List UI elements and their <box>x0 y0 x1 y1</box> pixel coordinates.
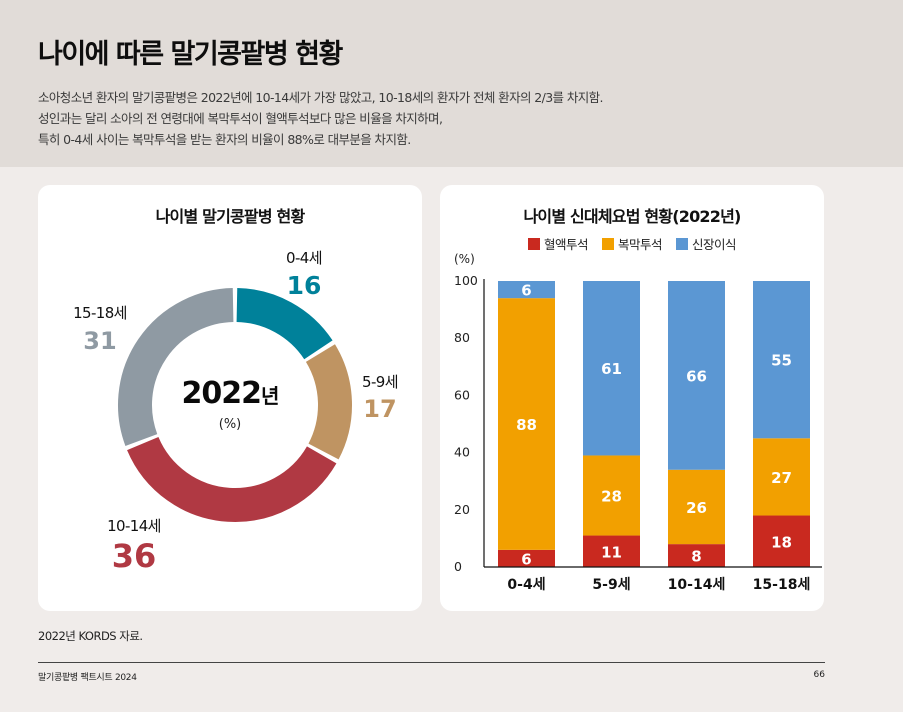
legend-swatch-kidney-transplant <box>676 237 688 250</box>
bar-segment <box>753 438 810 516</box>
legend-label: 혈액투석 <box>543 237 589 252</box>
bar-segment <box>583 535 640 567</box>
page-title: 나이에 따른 말기콩팥병 현황 <box>38 39 343 70</box>
legend-swatch-hemodialysis <box>527 237 540 250</box>
donut-chart-card: 나이별 말기콩팥병 현황 0-4세 16 5-9세 17 10-14세 36 1… <box>38 185 422 611</box>
legend-item-hemodialysis: 혈액투석 <box>527 234 589 253</box>
donut-slice-10-14 <box>127 436 337 522</box>
footer-divider <box>38 662 825 663</box>
slice-value-0-4: 16 <box>286 271 322 300</box>
slice-label-10-14: 10-14세 <box>107 517 161 535</box>
summary-text: 소아청소년 환자의 말기콩팥병은 2022년에 10-14세가 가장 많았고, … <box>38 87 878 150</box>
bar-value-label: 27 <box>771 469 792 487</box>
header-band: 나이에 따른 말기콩팥병 현황 소아청소년 환자의 말기콩팥병은 2022년에 … <box>0 0 903 167</box>
slice-value-5-9: 17 <box>363 395 397 423</box>
bar-chart-card: 나이별 신대체요법 현황(2022년) 혈액투석 복막투석 신장이식 (%) 0 2… <box>440 185 824 611</box>
bar-value-label: 61 <box>601 360 622 378</box>
donut-center-unit: (%) <box>218 417 242 432</box>
page-number: 66 <box>813 670 825 680</box>
donut-slice-0-4 <box>235 288 333 360</box>
bar-segment <box>498 298 555 550</box>
summary-line: 성인과는 달리 소아의 전 연령대에 복막투석이 혈액투석보다 많은 비율을 차… <box>38 111 443 126</box>
y-axis-unit-label: (%) <box>454 252 475 266</box>
y-tick-label: 80 <box>454 330 470 345</box>
bar-value-label: 26 <box>686 499 707 517</box>
slice-label-15-18: 15-18세 <box>73 304 127 322</box>
donut-slice-15-18 <box>118 288 234 446</box>
bar-value-label: 88 <box>516 416 537 434</box>
bar-chart-legend: 혈액투석 복막투석 신장이식 <box>440 234 824 253</box>
x-tick-label: 15-18세 <box>753 577 811 593</box>
donut-chart <box>118 288 352 522</box>
donut-slice-5-9 <box>305 344 352 460</box>
source-footnote: 2022년 KORDS 자료. <box>38 629 143 643</box>
bar-segment <box>668 544 725 567</box>
bar-value-label: 66 <box>686 367 707 385</box>
x-tick-label: 0-4세 <box>507 577 545 593</box>
legend-item-peritoneal-dialysis: 복막투석 <box>601 234 663 253</box>
x-tick-label: 10-14세 <box>668 577 726 593</box>
legend-label: 신장이식 <box>692 237 737 252</box>
y-tick-label: 0 <box>454 559 462 574</box>
center-year-suffix: 년 <box>261 384 279 408</box>
donut-chart-title: 나이별 말기콩팥병 현황 <box>155 207 306 226</box>
slice-label-5-9: 5-9세 <box>362 373 399 391</box>
stacked-bar-chart: (%) 0 20 40 60 80 100 6 88 6 0-4세 11 28 61 5-9세 8 26 66 10… <box>454 252 822 593</box>
summary-line: 특히 0-4세 사이는 복막투석을 받는 환자의 비율이 88%로 대부분을 차… <box>38 132 411 147</box>
y-tick-label: 20 <box>454 502 470 517</box>
bar-value-label: 18 <box>771 533 792 551</box>
bar-segment <box>753 281 810 439</box>
bar-value-label: 8 <box>691 548 701 566</box>
bar-value-label: 28 <box>601 488 622 506</box>
bar-segment <box>583 455 640 536</box>
bar-value-label: 11 <box>601 543 622 561</box>
center-year-number: 2022 <box>181 376 262 411</box>
bar-value-label: 55 <box>771 352 792 370</box>
x-tick-label: 5-9세 <box>592 577 630 593</box>
bar-segment <box>753 515 810 567</box>
y-tick-label: 60 <box>454 387 470 402</box>
bar-segment <box>668 281 725 470</box>
y-tick-label: 100 <box>454 273 478 288</box>
bar-segment <box>498 549 555 567</box>
legend-label: 복막투석 <box>617 237 663 252</box>
slice-value-15-18: 31 <box>83 327 117 355</box>
slice-value-10-14: 36 <box>111 537 157 575</box>
bar-segment <box>583 281 640 456</box>
legend-item-kidney-transplant: 신장이식 <box>676 234 737 253</box>
summary-line: 소아청소년 환자의 말기콩팥병은 2022년에 10-14세가 가장 많았고, … <box>38 90 604 105</box>
bar-chart-title: 나이별 신대체요법 현황(2022년) <box>523 207 741 226</box>
bar-segment <box>668 469 725 545</box>
footer-publication: 말기콩팥병 팩트시트 2024 <box>38 673 137 683</box>
bar-value-label: 6 <box>521 282 531 300</box>
y-tick-label: 40 <box>454 445 470 460</box>
slice-label-0-4: 0-4세 <box>286 249 323 267</box>
bar-value-label: 6 <box>521 550 531 568</box>
legend-swatch-peritoneal-dialysis <box>601 237 614 250</box>
bar-segment <box>498 281 555 299</box>
donut-center-year: 2022년 <box>38 376 422 411</box>
